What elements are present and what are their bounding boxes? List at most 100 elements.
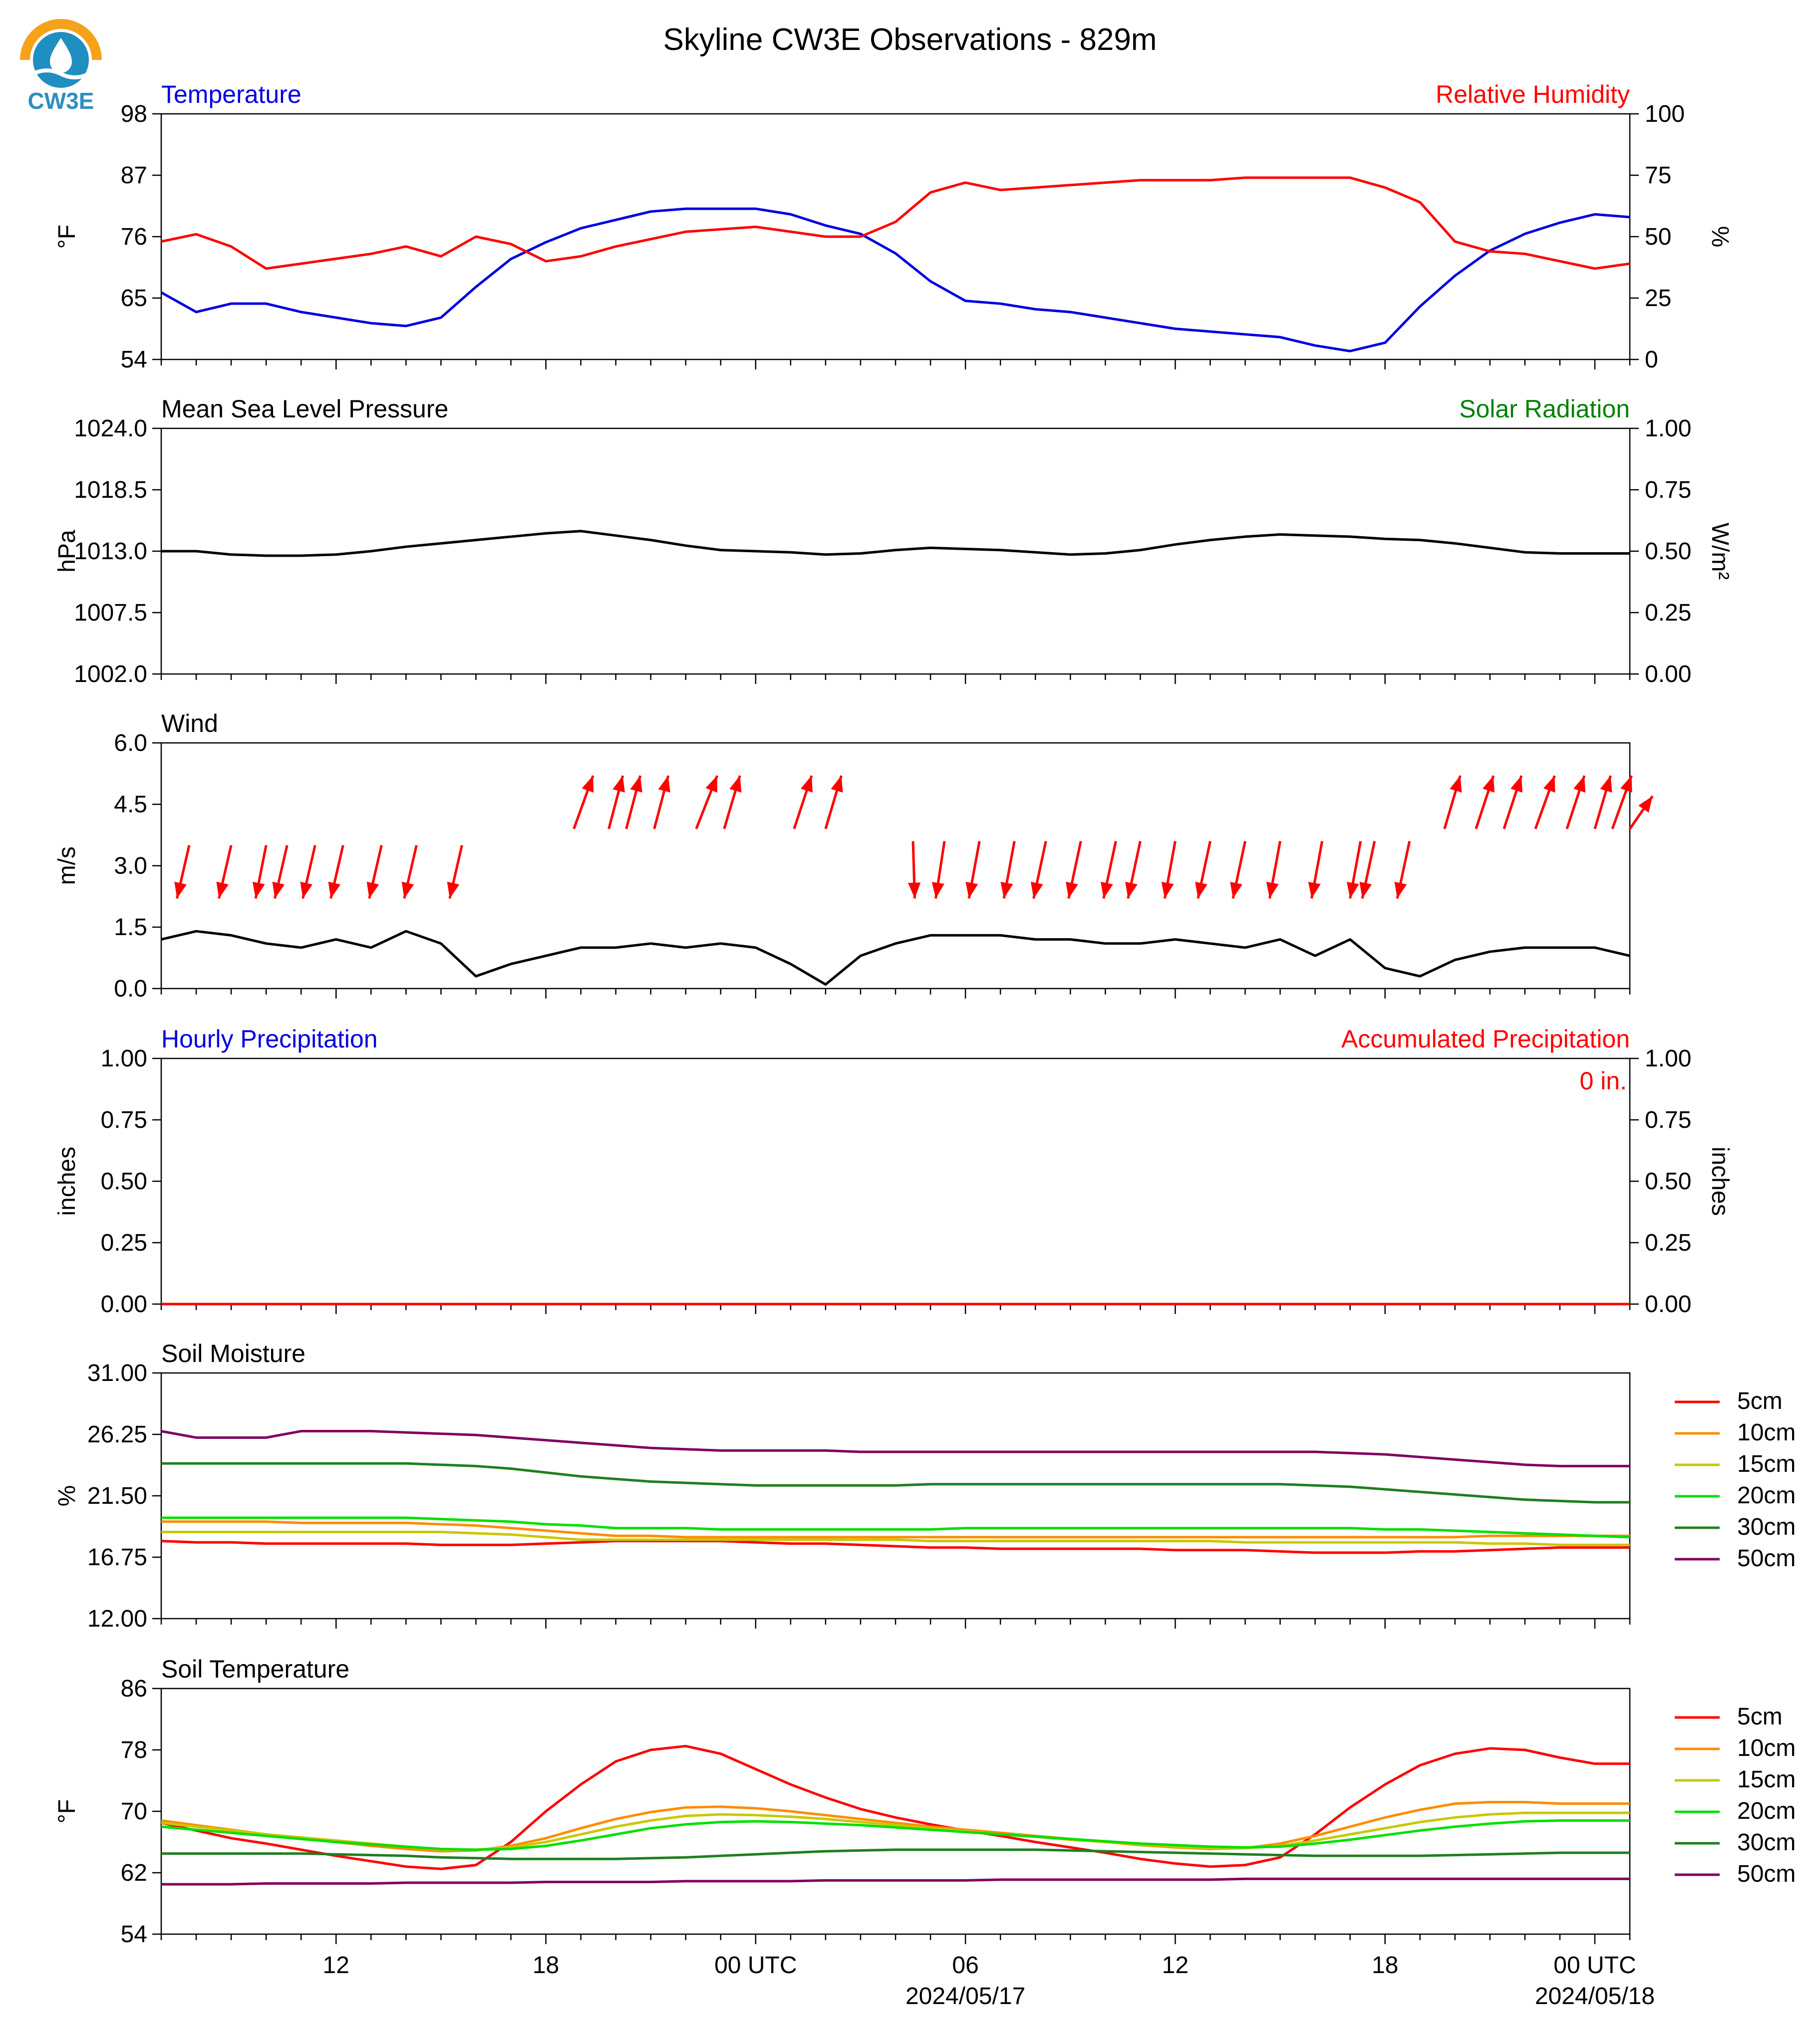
y-tick-label-right: 0.50: [1645, 538, 1691, 565]
wind-arrow-head: [300, 882, 313, 899]
y-axis-label-left: m/s: [54, 846, 80, 885]
series-line: [161, 176, 1630, 270]
wind-arrow-head: [1359, 882, 1372, 899]
legend: 5cm 10cm 15cm 20cm 30cm 50cm: [1675, 1388, 1796, 1572]
series-line: [161, 1540, 1630, 1554]
y-tick-label-right: 0.75: [1645, 1107, 1691, 1133]
panel-3: Wind 6.0 4.5 3.0 1.5 0.0 m/s: [54, 709, 1654, 1002]
legend-label: 15cm: [1737, 1766, 1796, 1793]
y-tick-label-right: 1.00: [1645, 1045, 1691, 1072]
wind-arrow-head: [908, 882, 921, 899]
y-tick-label-right: 0.00: [1645, 1291, 1691, 1318]
wind-arrow-head: [1573, 775, 1586, 793]
legend-label: 10cm: [1737, 1735, 1796, 1761]
plot-frame: [160, 113, 1631, 360]
x-tick-label: 06: [952, 1952, 978, 1979]
y-tick-label-left: 26.25: [87, 1421, 147, 1448]
legend-label: 10cm: [1737, 1419, 1796, 1446]
figure-title: Skyline CW3E Observations - 829m: [663, 22, 1157, 57]
wind-arrow-head: [658, 775, 670, 793]
x-tick-label: 18: [1372, 1952, 1398, 1979]
x-tick-label: 00 UTC: [1553, 1952, 1636, 1979]
series-line: [161, 1462, 1630, 1504]
wind-arrow-head: [216, 882, 229, 899]
y-tick-label-left: 1007.5: [74, 600, 147, 626]
logo-wave: [32, 68, 90, 79]
wind-arrow-head: [447, 882, 460, 899]
y-tick-label-left: 70: [121, 1798, 147, 1825]
y-tick-label-left: 54: [121, 1921, 147, 1948]
y-tick-label-left: 6.0: [114, 730, 147, 756]
legend-label: 5cm: [1737, 1388, 1783, 1414]
wind-arrow-head: [1000, 882, 1013, 899]
panel-5: Soil Moisture 31.00 26.25 21.50 16.75 12.00% 5…: [54, 1340, 1796, 1632]
x-tick-label: 18: [533, 1952, 559, 1979]
panel-title-left: Temperature: [161, 80, 302, 108]
wind-arrow-head: [1638, 796, 1653, 813]
wind-arrow-head: [1482, 775, 1495, 793]
y-tick-label-left: 98: [121, 101, 147, 127]
y-tick-label-left: 62: [121, 1860, 147, 1886]
y-tick-label-right: 0.25: [1645, 600, 1691, 626]
wind-arrow-head: [1394, 882, 1407, 899]
plot-frame: [160, 1372, 1631, 1620]
y-tick-label-left: 0.00: [101, 1291, 147, 1318]
wind-arrow-head: [1543, 775, 1555, 793]
series-line: [161, 1744, 1630, 1870]
wind-arrow-head: [1346, 882, 1359, 899]
wind-arrow-head: [1125, 882, 1138, 899]
wind-arrow-head: [1620, 775, 1632, 793]
wind-arrow-head: [612, 775, 625, 793]
wind-arrow-head: [1266, 882, 1279, 899]
wind-arrow-head: [1450, 775, 1462, 793]
x-tick-label: 12: [1162, 1952, 1189, 1979]
logo-sun-arc: [20, 19, 102, 60]
panel-title-right: Solar Radiation: [1459, 395, 1630, 423]
y-tick-label-left: 31.00: [87, 1360, 147, 1386]
panel-4: Hourly Precipitation Accumulated Precipit…: [54, 1025, 1733, 1318]
wind-arrow-head: [272, 882, 285, 899]
y-tick-label-left: 1.5: [114, 914, 147, 941]
y-tick-label-right: 0.75: [1645, 477, 1691, 503]
y-tick-label-left: 86: [121, 1676, 147, 1702]
wind-arrow-head: [366, 882, 379, 899]
wind-arrow-head: [252, 882, 265, 899]
y-tick-label-left: 1018.5: [74, 477, 147, 503]
series-line: [161, 1877, 1630, 1886]
wind-arrow-head: [965, 882, 978, 899]
series-line: [161, 1520, 1630, 1539]
wind-arrow-head: [582, 775, 594, 793]
y-tick-label-right: 0: [1645, 346, 1658, 373]
wind-arrow-head: [328, 882, 341, 899]
wind-arrow-head: [1511, 775, 1522, 793]
panel-1: Temperature Relative Humidity 98 87 76 65 54 10…: [54, 80, 1733, 373]
series-line: [161, 1819, 1630, 1851]
y-tick-label-right: 25: [1645, 285, 1671, 312]
y-axis-label-right: %: [1707, 226, 1733, 248]
series-line: [161, 1430, 1630, 1467]
y-tick-label-right: 50: [1645, 224, 1671, 250]
y-tick-label-left: 76: [121, 224, 147, 250]
series-line: [161, 1516, 1630, 1539]
y-tick-label-left: 87: [121, 162, 147, 189]
panel-title-left: Soil Temperature: [161, 1655, 349, 1683]
x-tick-label: 00 UTC: [714, 1952, 797, 1979]
logo-drop-icon: [50, 38, 72, 73]
plot-frame: [160, 742, 1631, 990]
wind-arrow-head: [1161, 882, 1174, 899]
wind-arrow-head: [1030, 882, 1043, 899]
y-tick-label-left: 78: [121, 1737, 147, 1763]
wind-arrow-head: [1195, 882, 1208, 899]
wind-arrow-head: [705, 775, 717, 793]
wind-arrow-head: [831, 775, 843, 793]
y-tick-label-left: 3.0: [114, 853, 147, 879]
y-tick-label-left: 16.75: [87, 1544, 147, 1571]
y-tick-label-left: 0.50: [101, 1168, 147, 1195]
plot-frame: [160, 1057, 1631, 1305]
panel-2: Mean Sea Level Pressure Solar Radiation 10…: [54, 395, 1733, 687]
logo-text: CW3E: [28, 88, 94, 114]
y-tick-label-left: 0.25: [101, 1230, 147, 1256]
y-tick-label-left: 4.5: [114, 791, 147, 818]
